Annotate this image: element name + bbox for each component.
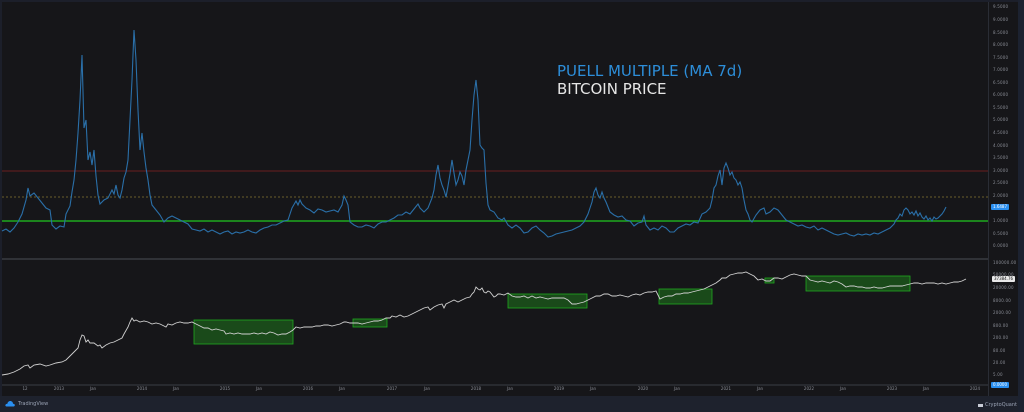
- price-axis-label: 20.00: [993, 360, 1006, 365]
- puell-axis-label: 4.0000: [993, 143, 1009, 148]
- price-axis-label: 2000.00: [993, 310, 1011, 315]
- puell-axis-label: 5.5000: [993, 105, 1009, 110]
- price-current-value-badge: 37384.76: [992, 276, 1016, 282]
- time-axis-label: 2020: [637, 386, 649, 391]
- cryptoquant-logo-icon: [978, 403, 983, 407]
- accumulation-box-2019: [507, 293, 588, 309]
- puell-axis-label: 4.5000: [993, 130, 1009, 135]
- puell-axis-label: 1.0000: [993, 218, 1009, 223]
- puell-axis-label: 0.5000: [993, 231, 1009, 236]
- puell-axis-label: 9.0000: [993, 17, 1009, 22]
- price-bottom-badge: 0.0000: [991, 382, 1009, 388]
- price-axis-label: 8000.00: [993, 298, 1011, 303]
- price-axis-label: 800.00: [993, 323, 1009, 328]
- puell-axis-label: 6.0000: [993, 92, 1009, 97]
- time-axis-label: Jan: [423, 386, 431, 391]
- puell-axis-label: 7.5000: [993, 55, 1009, 60]
- time-axis-label: 12: [22, 386, 28, 391]
- price-axis-label: 50000.00: [993, 272, 1014, 277]
- time-axis-label: 2017: [386, 386, 398, 391]
- time-axis-label: 2013: [53, 386, 65, 391]
- time-axis-label: 2024: [969, 386, 981, 391]
- chart-legend: PUELL MULTIPLE (MA 7d) BITCOIN PRICE: [557, 62, 742, 98]
- time-axis-label: Jan: [338, 386, 346, 391]
- puell-axis-label: 2.5000: [993, 180, 1009, 185]
- puell-axis-label: 2.0000: [993, 193, 1009, 198]
- time-axis-label: Jan: [756, 386, 764, 391]
- price-axis-label: 200.00: [993, 335, 1009, 340]
- legend-puell-multiple: PUELL MULTIPLE (MA 7d): [557, 62, 743, 80]
- time-axis-label: 2019: [553, 386, 565, 391]
- bitcoin-price-line: [1, 271, 967, 376]
- puell-axis-label: 8.0000: [993, 42, 1009, 47]
- time-axis-label: 2015: [219, 386, 231, 391]
- tradingview-label: TradingView: [18, 400, 49, 407]
- cryptoquant-brand[interactable]: CryptoQuant: [978, 402, 1017, 408]
- accumulation-box-2015: [193, 319, 294, 345]
- legend-bitcoin-price: BITCOIN PRICE: [557, 80, 667, 98]
- puell-axis-label: 0.0000: [993, 243, 1009, 248]
- puell-axis-label: 6.5000: [993, 80, 1009, 85]
- accumulation-box-2022: [805, 275, 911, 292]
- puell-axis-label: 3.5000: [993, 155, 1009, 160]
- cloud-icon: [5, 401, 15, 407]
- puell-axis-label: 9.5000: [993, 4, 1009, 9]
- puell-axis-label: 7.0000: [993, 67, 1009, 72]
- time-axis-label: 2018: [470, 386, 482, 391]
- time-axis-label: Jan: [839, 386, 847, 391]
- time-axis-label: 2016: [302, 386, 314, 391]
- price-axis-label: 20000.00: [993, 285, 1014, 290]
- time-axis-label: Jan: [255, 386, 263, 391]
- footer-bar: [0, 396, 1018, 412]
- price-axis-label: 80.00: [993, 348, 1006, 353]
- time-axis-label: Jan: [589, 386, 597, 391]
- tradingview-brand[interactable]: TradingView: [5, 400, 48, 407]
- time-axis-label: 2022: [803, 386, 815, 391]
- price-scale-column[interactable]: [988, 2, 1019, 396]
- price-axis-label: 5.00: [993, 372, 1003, 377]
- puell-current-value-badge: 1.6487: [991, 204, 1009, 210]
- price-axis-label: 100000.00: [993, 260, 1017, 265]
- puell-axis-label: 5.0000: [993, 117, 1009, 122]
- puell-axis-label: 3.0000: [993, 168, 1009, 173]
- time-axis-label: 2014: [136, 386, 148, 391]
- puell-axis-label: 8.5000: [993, 30, 1009, 35]
- time-axis-label: 2021: [720, 386, 732, 391]
- time-axis-label: Jan: [506, 386, 514, 391]
- time-axis-label: Jan: [673, 386, 681, 391]
- time-axis-label: Jan: [89, 386, 97, 391]
- cryptoquant-label: CryptoQuant: [985, 402, 1017, 408]
- plot-area[interactable]: [2, 2, 988, 396]
- time-axis-label: 2023: [886, 386, 898, 391]
- time-axis-label: Jan: [922, 386, 930, 391]
- right-edge: [1018, 0, 1024, 412]
- time-axis-label: Jan: [172, 386, 180, 391]
- puell-multiple-line: [1, 29, 947, 238]
